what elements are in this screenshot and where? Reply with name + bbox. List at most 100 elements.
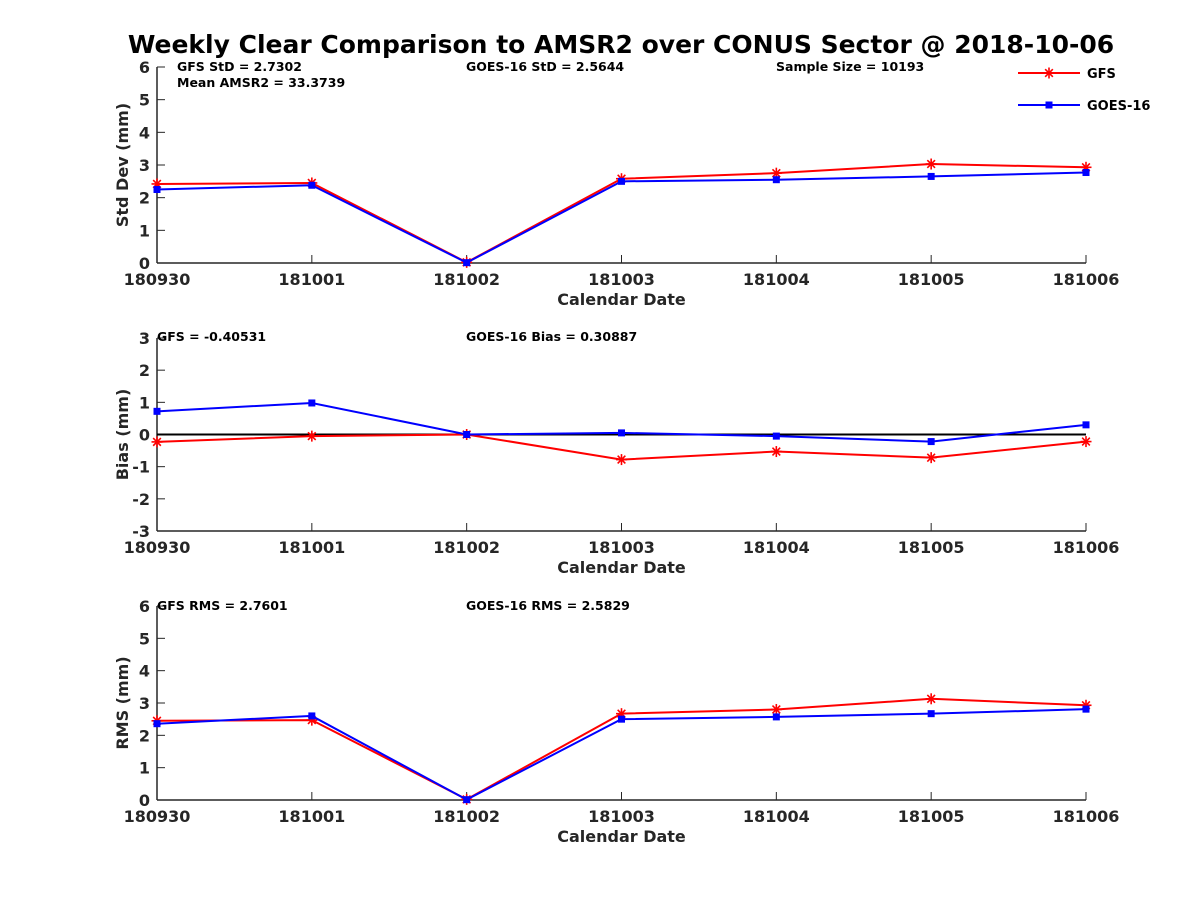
y-tick-label: 3 [139,329,150,348]
data-point-gfs [616,454,627,466]
x-tick-label: 181006 [1053,538,1120,557]
y-axis-label: Std Dev (mm) [113,103,132,227]
data-point-goes-16 [772,432,780,440]
x-tick-label: 181001 [278,270,345,289]
x-tick-label: 181005 [898,807,965,826]
data-point-gfs [770,703,782,715]
data-point-goes-16 [927,710,935,718]
legend-label: GOES-16 [1087,99,1150,114]
data-point-gfs [1080,436,1092,448]
x-tick-label: 181003 [588,538,655,557]
stat-annotation: Sample Size = 10193 [776,59,924,74]
x-tick-label: 181002 [433,538,500,557]
y-tick-label: 1 [139,759,150,778]
y-tick-label: 0 [139,254,150,273]
data-point-goes-16 [1082,421,1090,429]
x-tick-label: 180930 [124,807,191,826]
panel-bias: -3 -2 -1 0 1 2 3 180930 181001 181002 181003 181004… [113,329,1119,577]
x-tick-label: 180930 [124,270,191,289]
panel-rms: 0 1 2 3 4 5 6 180930 181001 181002 181003 181004 181… [113,597,1119,846]
y-tick-label: -1 [132,458,150,477]
y-tick-label: -3 [132,522,150,541]
y-tick-label: 5 [139,91,150,110]
data-point-goes-16 [463,431,471,438]
data-point-goes-16 [153,186,161,193]
x-tick-label: 181003 [588,270,655,289]
legend: GFS GOES-16 [1018,67,1150,114]
legend-marker [1045,101,1053,109]
stat-annotation: GFS = -0.40531 [157,329,266,344]
series-line-goes-16 [156,171,1087,264]
x-axis-label: Calendar Date [557,558,686,577]
y-tick-label: 0 [139,426,150,445]
stat-annotation: GFS RMS = 2.7601 [157,598,288,613]
y-tick-label: 0 [139,791,150,810]
data-point-gfs [925,158,937,170]
data-point-gfs [770,446,782,458]
data-point-goes-16 [772,713,780,721]
chart-title: Weekly Clear Comparison to AMSR2 over CO… [127,30,1115,59]
legend-label: GFS [1087,67,1116,82]
data-point-goes-16 [618,715,625,723]
x-axis-label: Calendar Date [557,290,686,309]
data-point-goes-16 [927,438,935,446]
x-tick-label: 181005 [898,270,965,289]
y-axis-label: RMS (mm) [113,656,132,749]
stat-annotation: GFS StD = 2.7302 [177,59,302,74]
y-tick-label: 3 [139,156,150,175]
data-point-goes-16 [1082,169,1090,177]
y-tick-label: 6 [139,58,150,77]
x-axis-label: Calendar Date [557,827,686,846]
x-tick-label: 181005 [898,538,965,557]
data-point-goes-16 [618,429,625,437]
data-point-goes-16 [308,181,316,189]
y-tick-label: 6 [139,597,150,616]
data-point-goes-16 [1082,705,1090,713]
data-point-goes-16 [772,176,780,184]
stat-annotation: Mean AMSR2 = 33.3739 [177,75,345,90]
y-tick-label: 4 [139,662,150,681]
x-tick-label: 181002 [433,270,500,289]
x-tick-label: 181001 [278,538,345,557]
y-tick-label: 1 [139,393,150,412]
legend-marker [1043,67,1055,79]
y-tick-label: 2 [139,361,150,380]
y-tick-label: 1 [139,221,150,240]
data-point-goes-16 [463,259,471,267]
data-point-goes-16 [618,177,625,185]
x-tick-label: 181001 [278,807,345,826]
x-tick-label: 180930 [124,538,191,557]
y-tick-label: 4 [139,123,150,142]
y-tick-label: 2 [139,189,150,208]
series-line-goes-16 [156,708,1087,801]
panel-std: 0 1 2 3 4 5 6 180930 181001 181002 181003 181004 181… [113,58,1119,309]
data-point-goes-16 [308,399,316,407]
stat-annotation: GOES-16 StD = 2.5644 [466,59,624,74]
data-point-gfs [925,452,937,464]
data-point-gfs [770,167,782,179]
x-tick-label: 181004 [743,807,810,826]
data-point-gfs [306,430,318,442]
x-tick-label: 181004 [743,538,810,557]
x-tick-label: 181002 [433,807,500,826]
y-tick-label: 5 [139,629,150,648]
x-tick-label: 181004 [743,270,810,289]
y-tick-label: -2 [132,490,150,509]
x-tick-label: 181006 [1053,270,1120,289]
data-point-goes-16 [927,172,935,180]
data-point-goes-16 [308,712,316,720]
y-tick-label: 2 [139,726,150,745]
data-point-goes-16 [153,720,161,728]
stat-annotation: GOES-16 Bias = 0.30887 [466,329,637,344]
data-point-gfs [925,693,937,705]
data-point-goes-16 [153,407,161,415]
data-point-goes-16 [463,796,471,804]
stat-annotation: GOES-16 RMS = 2.5829 [466,598,630,613]
x-tick-label: 181006 [1053,807,1120,826]
y-axis-label: Bias (mm) [113,389,132,481]
y-tick-label: 3 [139,694,150,713]
data-point-gfs [151,436,163,448]
x-tick-label: 181003 [588,807,655,826]
